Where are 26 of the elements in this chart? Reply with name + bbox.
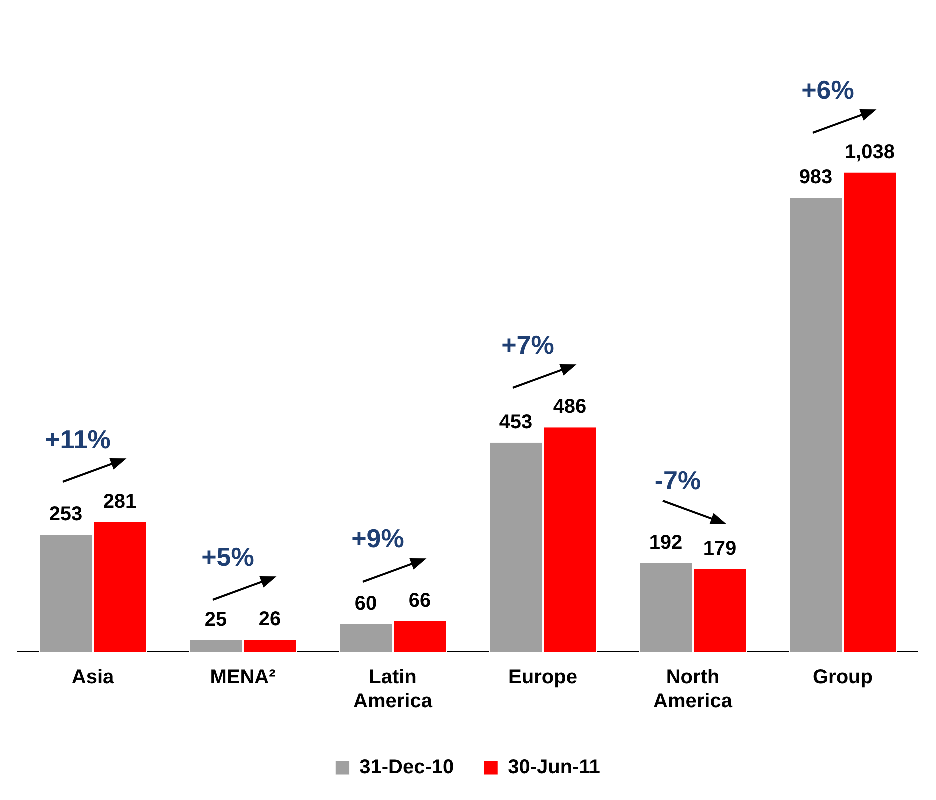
annotation: +11% [45, 424, 111, 454]
data-label: 1,038 [844, 141, 896, 164]
data-label: 25 [204, 608, 228, 631]
data-label: 453 [499, 411, 533, 434]
data-label: 983 [799, 166, 833, 189]
data-label: 66 [408, 590, 432, 612]
x-tick-label: Europe [508, 666, 578, 689]
legend-label: 31-Dec-10 [360, 756, 454, 779]
legend-label: 30-Jun-11 [508, 756, 600, 779]
data-label: 60 [354, 592, 378, 615]
x-tick-label: Asia [72, 666, 115, 689]
annotation: +5% [202, 542, 254, 572]
annotation: -7% [654, 466, 702, 496]
x-tick-label: North America [654, 666, 734, 713]
data-label: 179 [703, 538, 737, 560]
data-label: 253 [49, 504, 83, 526]
data-label: 26 [258, 608, 282, 631]
annotation: +6% [802, 74, 854, 105]
x-tick-label: MENA² [210, 666, 276, 689]
annotation: +7% [502, 330, 554, 360]
data-label: 486 [553, 396, 587, 418]
x-tick-label: Group [813, 666, 873, 689]
data-label: 192 [649, 532, 683, 554]
annotation: +9% [352, 524, 404, 554]
data-label: 281 [103, 490, 137, 513]
x-tick-label: Latin America [354, 666, 434, 713]
